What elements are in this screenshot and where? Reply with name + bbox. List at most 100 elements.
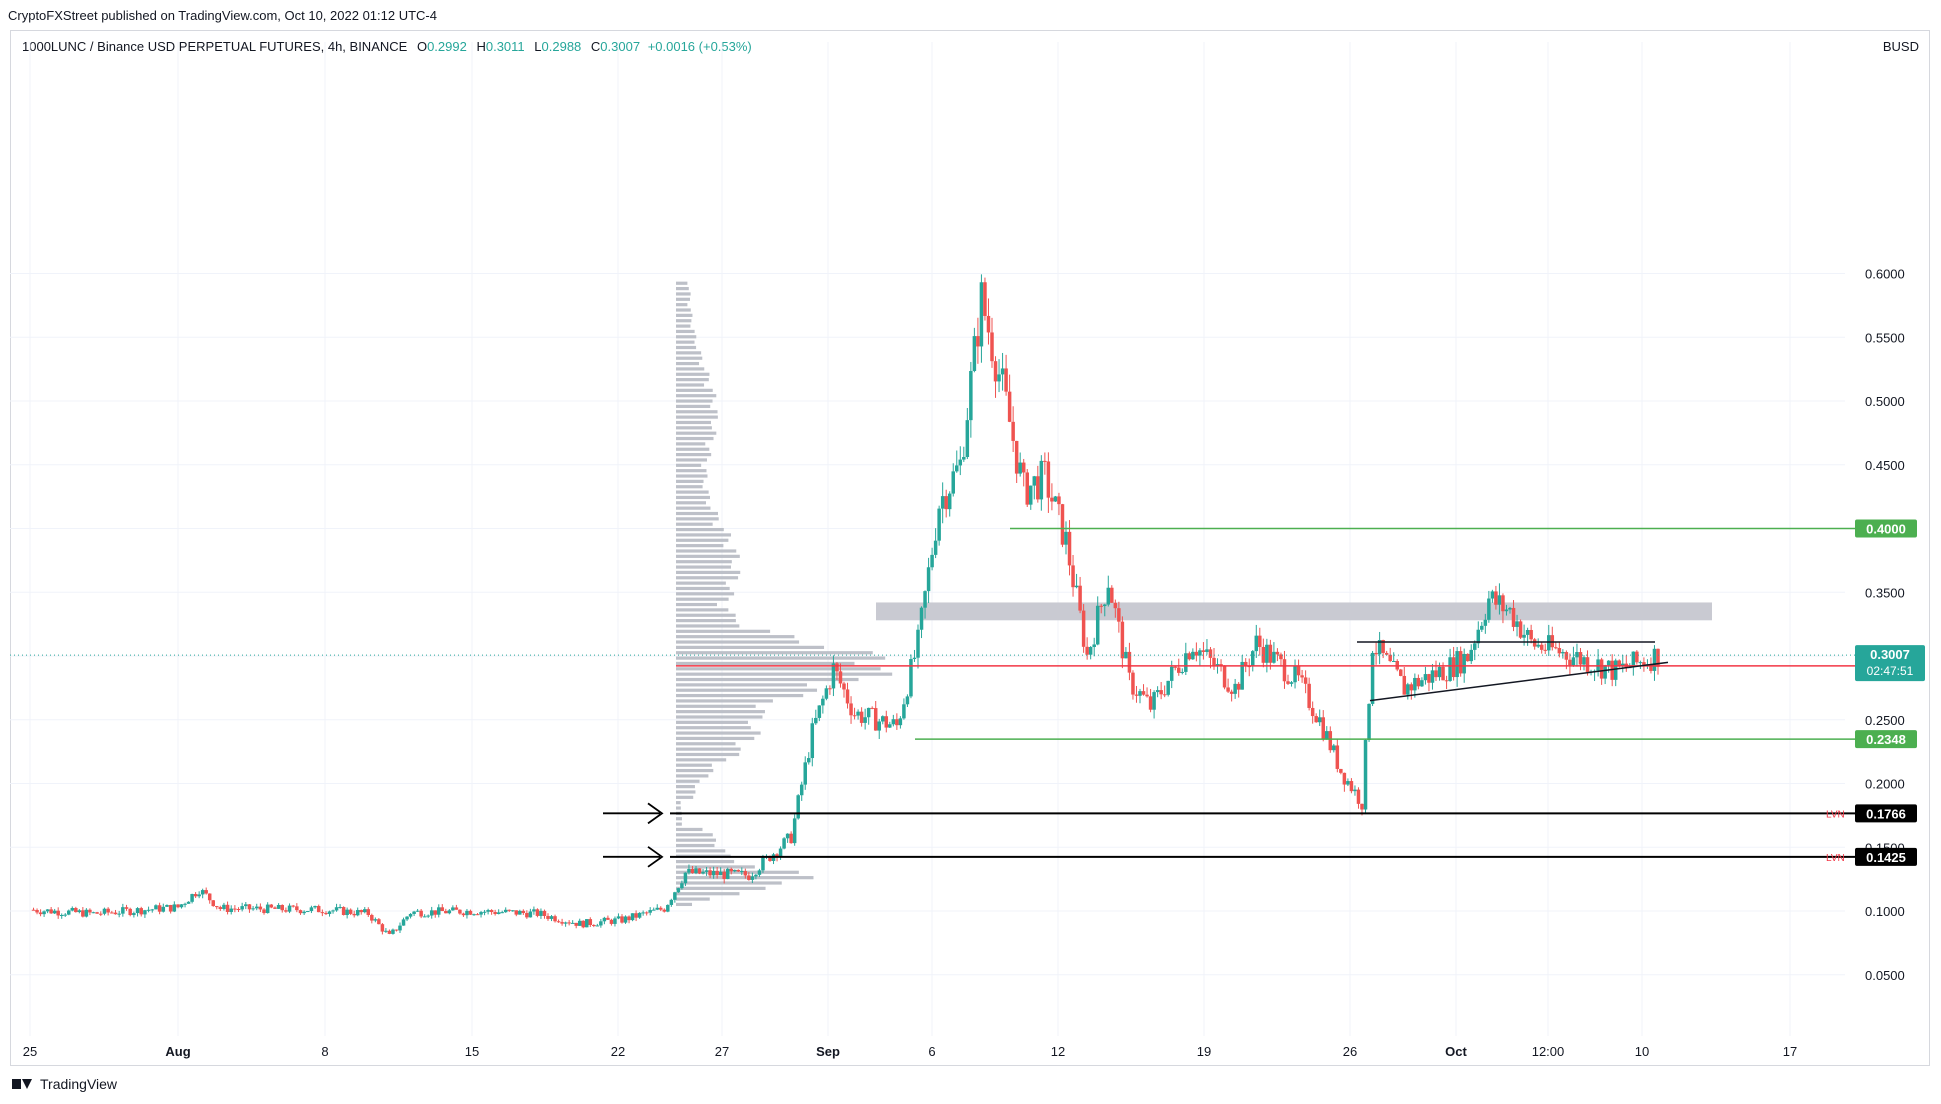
volume-profile-bar xyxy=(676,859,735,864)
candle-body xyxy=(211,900,215,907)
candle-body xyxy=(641,912,645,914)
candle-body xyxy=(426,915,430,917)
candle-body xyxy=(933,540,938,555)
candle-body xyxy=(240,906,244,910)
volume-profile-bar xyxy=(676,902,693,907)
level-price-tag xyxy=(1855,519,1917,538)
arrow-icon xyxy=(603,802,664,825)
candle-body xyxy=(1444,680,1449,682)
candle-body xyxy=(585,919,589,928)
candle-body xyxy=(888,724,892,728)
candle-body xyxy=(56,910,60,916)
volume-profile-bar xyxy=(676,635,795,639)
candle-body xyxy=(398,925,402,931)
candle-body xyxy=(377,919,381,925)
candle-body xyxy=(63,914,67,916)
x-tick-label: Oct xyxy=(1445,1044,1467,1059)
volume-profile-bar xyxy=(676,372,710,376)
supply-zone xyxy=(876,602,1712,621)
x-tick-label: 22 xyxy=(611,1044,625,1059)
volume-profile-bar xyxy=(676,779,700,783)
candle-body xyxy=(803,762,807,785)
candle-body xyxy=(1388,654,1392,662)
candle-body xyxy=(546,915,550,919)
candle-body xyxy=(287,905,292,912)
candle-body xyxy=(1339,768,1343,773)
candle-body xyxy=(511,910,515,912)
symbol-title[interactable]: 1000LUNC / Binance USD PERPETUAL FUTURES… xyxy=(22,39,408,54)
candle-body xyxy=(1222,666,1227,688)
candle-body xyxy=(1621,663,1625,667)
candle-body xyxy=(1247,666,1251,668)
candle-body xyxy=(284,910,288,912)
candle-body xyxy=(391,929,395,934)
candle-body xyxy=(725,868,730,879)
candle-body xyxy=(1310,707,1315,717)
candle-body xyxy=(623,916,628,923)
candle-body xyxy=(1103,604,1107,607)
volume-profile-bar xyxy=(676,453,712,457)
volume-profile-bar xyxy=(676,870,799,874)
candle-body xyxy=(1504,609,1509,612)
footer[interactable]: TradingView xyxy=(12,1076,117,1092)
candle-body xyxy=(291,905,295,907)
candle-body xyxy=(1575,652,1579,658)
candle-body xyxy=(1451,657,1456,678)
candle-body xyxy=(1286,681,1290,684)
volume-profile-bar xyxy=(676,399,713,403)
volume-profile-bar xyxy=(676,752,740,757)
candle-body xyxy=(320,912,325,914)
volume-profile-bar xyxy=(676,667,881,671)
candle-body xyxy=(754,874,758,877)
volume-profile-bar xyxy=(676,672,893,676)
candle-body xyxy=(1652,648,1657,671)
candle-body xyxy=(648,910,652,913)
candle-body xyxy=(215,906,219,908)
candle-body xyxy=(117,913,121,915)
candle-body xyxy=(363,909,367,913)
candle-body xyxy=(1000,368,1005,375)
candle-body xyxy=(222,904,226,910)
candle-body xyxy=(373,919,378,921)
candle-body xyxy=(690,868,695,874)
volume-profile-bar xyxy=(676,763,712,767)
candle-body xyxy=(560,922,564,924)
candle-body xyxy=(1631,651,1636,668)
candle-body xyxy=(926,567,931,592)
candle-body xyxy=(493,912,497,915)
candle-body xyxy=(447,910,452,914)
candle-body xyxy=(1363,740,1368,810)
candle-body xyxy=(669,899,674,905)
candle-body xyxy=(993,361,998,382)
candle-body xyxy=(31,909,36,911)
candle-body xyxy=(1258,635,1262,647)
candle-body xyxy=(902,704,906,719)
volume-profile-bar xyxy=(676,827,703,832)
candle-body xyxy=(1525,630,1530,635)
candle-body xyxy=(135,908,140,914)
volume-profile-bar xyxy=(676,640,800,644)
candle-body xyxy=(792,818,797,844)
candle-body xyxy=(102,908,107,914)
volume-profile-bar xyxy=(676,838,716,842)
volume-profile-bar xyxy=(676,394,717,398)
x-tick-label: 27 xyxy=(715,1044,729,1059)
low-value: 0.2988 xyxy=(541,39,582,54)
candle-body xyxy=(1381,640,1385,653)
x-tick-label: 6 xyxy=(928,1044,935,1059)
x-tick-label: 19 xyxy=(1197,1044,1211,1059)
candle-body xyxy=(814,717,818,724)
candle-body xyxy=(1145,694,1149,697)
candle-body xyxy=(884,716,889,728)
candle-body xyxy=(673,892,677,900)
candle-body xyxy=(521,910,526,914)
candle-body xyxy=(154,905,158,910)
candle-body xyxy=(782,838,786,849)
candle-body xyxy=(997,374,1001,382)
candle-body xyxy=(856,711,860,716)
candle-body xyxy=(1229,691,1234,694)
candle-body xyxy=(1638,662,1643,664)
candle-body xyxy=(88,909,92,913)
x-tick-label: 26 xyxy=(1343,1044,1357,1059)
